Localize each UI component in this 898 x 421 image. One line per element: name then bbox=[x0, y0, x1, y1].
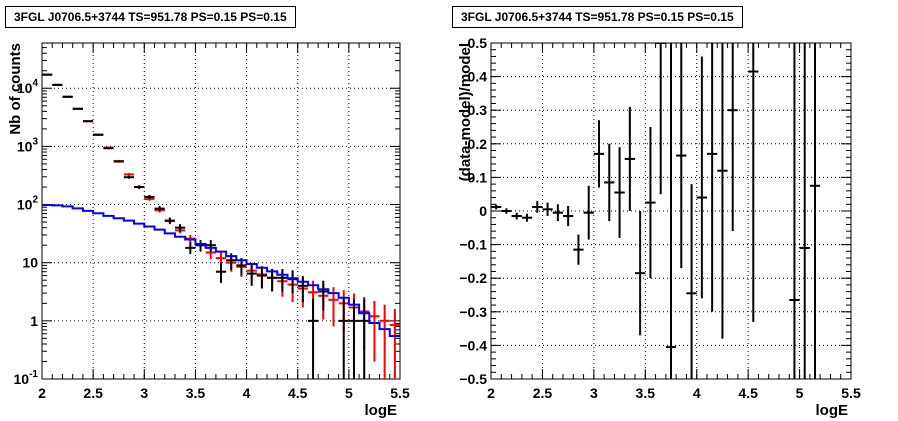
counts-data-layer bbox=[42, 73, 400, 379]
residual-y-tick-label: −0.4 bbox=[459, 337, 487, 353]
residual-x-tick-label: 5 bbox=[796, 385, 804, 401]
residual-x-axis-title: logE bbox=[816, 402, 849, 419]
residual-y-tick-label: 0.5 bbox=[468, 35, 488, 51]
residual-x-tick-label: 2 bbox=[487, 385, 495, 401]
counts-x-tick-label: 2.5 bbox=[83, 385, 103, 401]
residual-y-tick-label: 0.1 bbox=[468, 169, 488, 185]
residual-y-tick-label: 0.2 bbox=[468, 136, 488, 152]
residual-y-tick-label: −0.2 bbox=[459, 270, 487, 286]
counts-x-tick-label: 2 bbox=[38, 385, 46, 401]
counts-y-tick-label: 103 bbox=[17, 136, 39, 154]
counts-x-tick-label: 5.5 bbox=[390, 385, 410, 401]
right-plot-title: 3FGL J0706.5+3744 TS=951.78 PS=0.15 PS=0… bbox=[452, 6, 743, 28]
residual-x-tick-label: 3 bbox=[590, 385, 598, 401]
residual-x-tick-label: 3.5 bbox=[636, 385, 656, 401]
residual-data-layer bbox=[491, 43, 821, 379]
residual-x-tick-label: 4.5 bbox=[738, 385, 758, 401]
residual-y-tick-label: 0.4 bbox=[468, 69, 488, 85]
counts-y-axis-title: Nb of counts bbox=[7, 43, 24, 135]
left-plot-title: 3FGL J0706.5+3744 TS=951.78 PS=0.15 PS=0… bbox=[5, 6, 296, 28]
residual-y-tick-label: 0.3 bbox=[468, 102, 488, 118]
counts-x-tick-label: 4.5 bbox=[288, 385, 308, 401]
residual-x-tick-label: 5.5 bbox=[841, 385, 861, 401]
counts-x-tick-label: 4 bbox=[243, 385, 251, 401]
residual-y-tick-label: 0 bbox=[479, 203, 487, 219]
residual-x-tick-label: 2.5 bbox=[533, 385, 553, 401]
counts-plot-frame bbox=[41, 42, 401, 380]
counts-y-tick-label: 10 bbox=[22, 255, 38, 271]
counts-model-step-line bbox=[42, 204, 400, 337]
residual-y-axis-title: (data-model)/model bbox=[457, 43, 474, 181]
counts-y-tick-label: 104 bbox=[17, 78, 39, 96]
counts-x-tick-label: 3 bbox=[140, 385, 148, 401]
residual-y-tick-label: −0.5 bbox=[459, 371, 487, 387]
counts-y-tick-label: 1 bbox=[30, 313, 38, 329]
residual-y-tick-label: −0.3 bbox=[459, 304, 487, 320]
counts-x-tick-label: 5 bbox=[345, 385, 353, 401]
counts-x-axis-title: logE bbox=[365, 402, 398, 419]
residual-y-tick-label: −0.1 bbox=[459, 237, 487, 253]
counts-y-tick-label: 102 bbox=[17, 195, 39, 213]
counts-y-tick-label: 10-1 bbox=[14, 369, 39, 387]
counts-x-tick-label: 3.5 bbox=[186, 385, 206, 401]
residual-x-tick-label: 4 bbox=[693, 385, 701, 401]
